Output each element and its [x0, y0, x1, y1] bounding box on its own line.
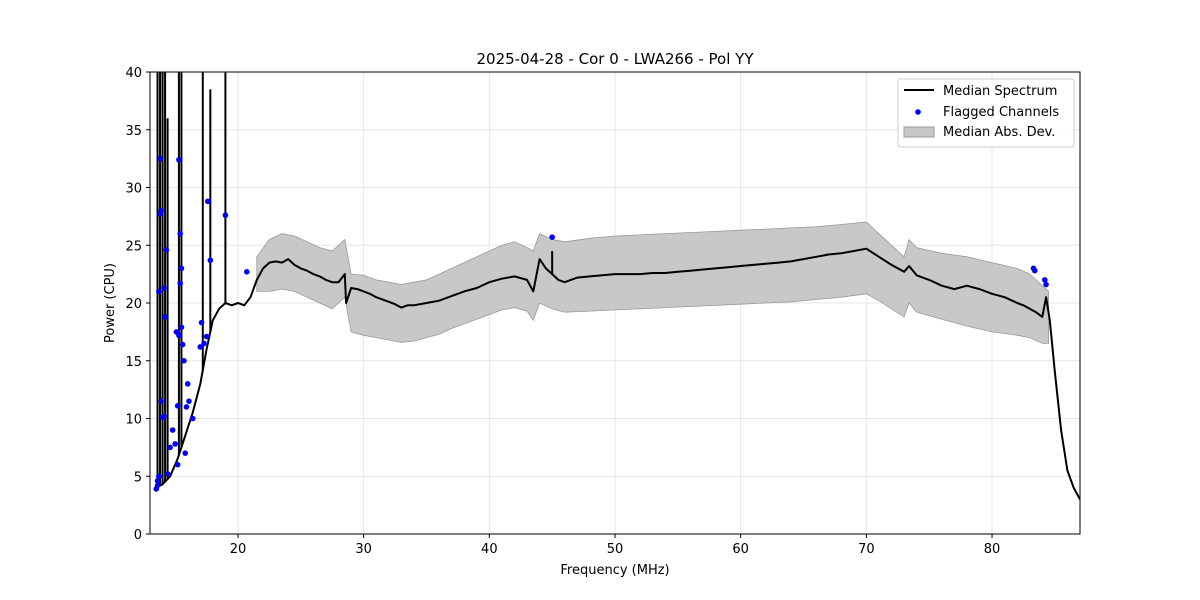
y-tick-label: 30	[125, 182, 142, 197]
flagged-channel-point	[177, 280, 183, 287]
flagged-channel-point	[1043, 281, 1049, 288]
flagged-channel-point	[155, 288, 162, 295]
x-tick-label: 30	[355, 542, 372, 557]
flagged-channel-point	[197, 344, 204, 350]
flagged-channel-point	[198, 319, 205, 326]
y-tick-label: 25	[125, 239, 142, 254]
legend-median-label: Median Spectrum	[943, 84, 1057, 99]
y-tick-label: 10	[125, 413, 142, 428]
y-tick-label: 35	[125, 124, 142, 139]
x-axis-label: Frequency (MHz)	[560, 563, 669, 578]
y-axis-label: Power (CPU)	[103, 263, 118, 343]
legend-mad-label: Median Abs. Dev.	[943, 125, 1055, 140]
x-tick-label: 40	[481, 542, 498, 557]
flagged-channel-point	[203, 333, 210, 340]
legend-box	[897, 78, 1075, 148]
flagged-channel-point	[186, 398, 192, 404]
flagged-channel-point	[157, 155, 163, 162]
flagged-channel-point	[174, 402, 181, 409]
x-tick-label: 50	[607, 542, 624, 557]
flagged-channel-point	[176, 156, 182, 163]
flagged-channel-point	[222, 212, 229, 219]
x-axis-ticks: 20 30 40 50 60 70 80	[230, 534, 1001, 557]
flagged-channel-point	[164, 471, 171, 477]
flagged-channel-point	[183, 404, 190, 410]
flagged-channel-point	[174, 461, 181, 468]
y-tick-label: 15	[125, 355, 142, 370]
flagged-channel-point	[154, 482, 161, 489]
flagged-channel-point	[182, 450, 188, 456]
legend-flagged-label: Flagged Channels	[943, 105, 1059, 120]
flagged-channel-point	[172, 441, 178, 447]
flagged-channel-point	[178, 265, 185, 272]
flagged-channel-point	[154, 478, 161, 484]
flagged-channel-point	[1031, 267, 1038, 274]
flagged-channels	[153, 155, 1049, 492]
flagged-channel-point	[205, 198, 211, 205]
y-axis-ticks: 0 5 10 15 20 25 30 35 40	[125, 66, 150, 543]
median-spectrum-line	[154, 247, 1080, 500]
legend: Median Spectrum Flagged Channels Median …	[897, 78, 1075, 148]
flagged-channel-point	[179, 341, 186, 348]
y-tick-label: 20	[125, 297, 142, 312]
x-tick-label: 70	[858, 542, 875, 557]
flagged-channel-point	[158, 207, 165, 214]
x-tick-label: 20	[230, 542, 247, 557]
flagged-channel-point	[161, 285, 167, 291]
flagged-channel-point	[177, 230, 183, 237]
flagged-channel-point	[163, 247, 170, 253]
x-tick-label: 60	[732, 542, 749, 557]
flagged-channel-point	[158, 398, 165, 404]
flagged-channel-point	[161, 413, 167, 419]
y-tick-label: 5	[134, 470, 142, 485]
flagged-channel-point	[178, 324, 185, 331]
x-tick-label: 80	[984, 542, 1001, 557]
flagged-channel-point	[201, 340, 207, 347]
legend-mad-swatch	[903, 126, 935, 138]
flagged-channel-point	[155, 473, 162, 480]
flagged-channel-point	[176, 332, 182, 339]
flagged-channel-point	[207, 257, 214, 264]
flagged-channel-point	[1042, 277, 1048, 283]
flagged-channel-point	[184, 381, 191, 387]
flagged-channel-point	[167, 444, 173, 451]
y-tick-label: 40	[125, 66, 142, 81]
plot-data-area	[153, 72, 1080, 500]
flagged-channel-point	[189, 415, 196, 422]
flagged-channel-point	[243, 269, 250, 275]
flagged-channel-point	[549, 234, 555, 240]
legend-flagged-swatch	[915, 109, 921, 115]
chart-title: 2025-04-28 - Cor 0 - LWA266 - Pol YY	[477, 50, 755, 68]
flagged-channel-point	[162, 314, 168, 320]
y-tick-label: 0	[134, 528, 142, 543]
flagged-channel-point	[181, 357, 187, 364]
flagged-channel-point	[169, 427, 176, 433]
